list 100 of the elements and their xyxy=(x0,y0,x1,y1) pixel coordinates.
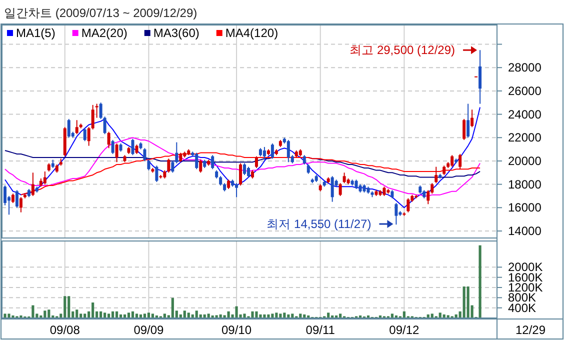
bar xyxy=(462,286,466,318)
candlestick xyxy=(470,109,474,128)
candlestick xyxy=(342,172,346,184)
y-tick-label: 20000 xyxy=(508,154,542,168)
candlestick xyxy=(382,186,386,196)
x-tick-label: 09/10 xyxy=(222,323,252,337)
candlestick xyxy=(135,144,138,154)
bar xyxy=(263,314,266,318)
bar xyxy=(32,305,34,318)
text: 12/29 xyxy=(515,323,546,337)
bar xyxy=(187,312,190,318)
candlestick xyxy=(286,139,290,163)
chart-title: 일간차트 (2009/07/13 ~ 2009/12/29) xyxy=(4,6,198,20)
bar xyxy=(466,286,470,318)
candlestick xyxy=(143,148,146,162)
bar xyxy=(259,314,262,318)
bar xyxy=(8,314,10,318)
candlestick xyxy=(354,179,358,190)
candlestick xyxy=(147,159,150,171)
bar xyxy=(4,314,6,318)
bar xyxy=(147,312,150,318)
candlestick xyxy=(99,102,102,120)
candlestick xyxy=(239,162,242,186)
bar xyxy=(195,310,198,318)
bar xyxy=(76,310,78,318)
candlestick xyxy=(394,202,398,226)
candlestick xyxy=(406,198,410,213)
candlestick xyxy=(458,153,462,170)
candlestick xyxy=(167,158,170,174)
candlestick xyxy=(179,152,182,163)
candlestick xyxy=(67,118,70,138)
legend-label: MA1(5) xyxy=(16,26,56,40)
bar xyxy=(68,296,70,318)
bar xyxy=(64,296,66,318)
candlestick xyxy=(270,142,274,160)
candlestick xyxy=(211,154,214,170)
y-tick-label: 16000 xyxy=(508,200,542,215)
candlestick xyxy=(31,172,34,196)
candlestick xyxy=(219,176,222,186)
candlestick xyxy=(155,165,158,182)
y-tick-label: 22000 xyxy=(508,130,542,145)
candlestick xyxy=(107,131,110,149)
bar xyxy=(251,311,254,318)
candlestick xyxy=(91,104,94,130)
y-tick-label: 26000 xyxy=(508,84,542,98)
legend-label: MA2(20) xyxy=(81,26,128,40)
bar xyxy=(243,314,246,318)
bar xyxy=(267,314,270,318)
candlestick xyxy=(75,120,78,135)
candlestick xyxy=(227,179,230,190)
candlestick xyxy=(338,182,342,196)
bar xyxy=(255,311,258,318)
bar xyxy=(275,312,278,318)
legend-label: MA4(120) xyxy=(225,26,278,40)
annotation: 최저 14,550 (11/27) xyxy=(266,217,372,231)
candlestick xyxy=(19,196,22,213)
bar xyxy=(92,302,94,318)
candlestick xyxy=(95,103,98,118)
candlestick xyxy=(43,170,46,185)
candlestick xyxy=(15,190,18,208)
y-tick-label: 14000 xyxy=(508,224,542,238)
candlestick xyxy=(306,164,310,174)
candlestick xyxy=(195,152,198,170)
candlestick xyxy=(262,146,266,160)
candlestick xyxy=(199,159,202,174)
y-tick-label: 24000 xyxy=(508,107,542,122)
y-tick-label: 28000 xyxy=(508,60,542,75)
bar xyxy=(183,310,186,318)
bar xyxy=(327,312,330,318)
candlestick xyxy=(87,126,90,146)
annotation: 최고 29,500 (12/29) xyxy=(350,43,456,58)
bar xyxy=(12,315,14,318)
candlestick xyxy=(478,50,482,104)
candlestick xyxy=(450,154,454,168)
bar xyxy=(127,312,130,318)
candlestick xyxy=(235,182,238,198)
bar xyxy=(103,312,106,318)
candlestick xyxy=(11,193,14,204)
candlestick xyxy=(466,103,470,138)
candlestick xyxy=(243,162,246,176)
candlestick xyxy=(247,166,250,178)
bar xyxy=(44,310,46,318)
candlestick xyxy=(330,176,334,202)
x-tick-label: 09/11 xyxy=(306,323,336,337)
bar xyxy=(235,306,238,318)
candlestick xyxy=(462,118,466,140)
bar xyxy=(271,314,274,318)
x-tick-label: 09/09 xyxy=(134,323,164,337)
bar xyxy=(283,312,286,318)
candlestick xyxy=(115,142,118,163)
y-tick-label: 18000 xyxy=(508,177,542,192)
candlestick xyxy=(3,184,6,206)
candlestick xyxy=(103,116,106,135)
x-tick-label: 09/08 xyxy=(50,323,80,337)
bar xyxy=(171,298,174,318)
legend-label: MA3(60) xyxy=(153,26,200,40)
candlestick xyxy=(254,156,258,168)
bar xyxy=(48,310,50,318)
candlestick xyxy=(171,160,174,174)
candlestick xyxy=(434,166,438,184)
